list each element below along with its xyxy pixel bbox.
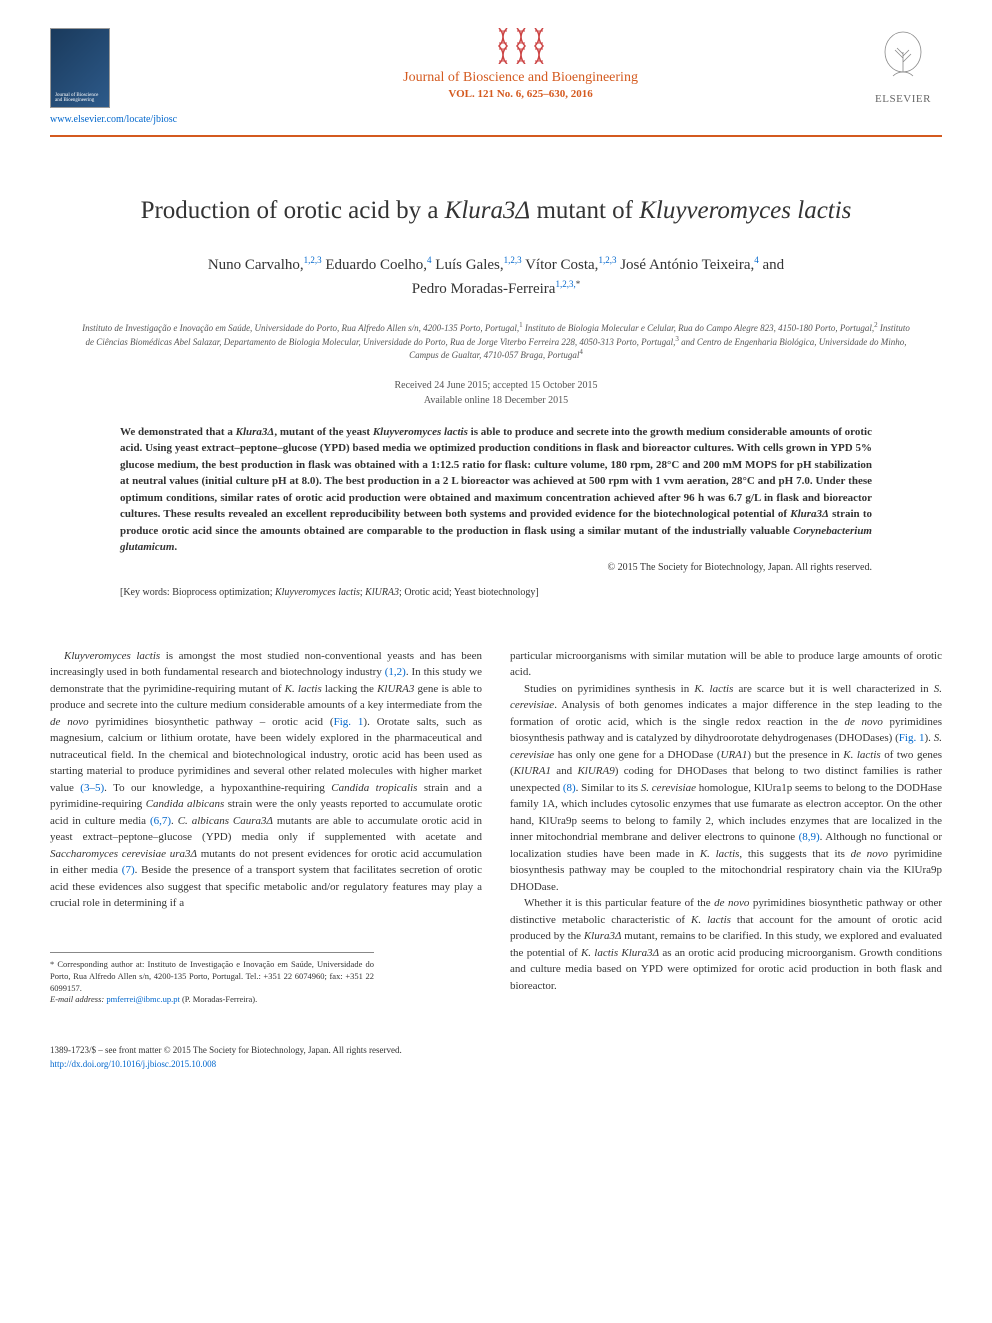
ref-link[interactable]: (1,2)	[385, 666, 406, 678]
body-para-r3: Whether it is this particular feature of…	[510, 895, 942, 994]
article-dates: Received 24 June 2015; accepted 15 Octob…	[50, 378, 942, 408]
journal-name: Journal of Bioscience and Bioengineering	[197, 70, 844, 86]
body-para-r2: Studies on pyrimidines synthesis in K. l…	[510, 681, 942, 896]
email-link[interactable]: pmferrei@ibmc.up.pt	[106, 994, 179, 1004]
page-footer: 1389-1723/$ – see front matter © 2015 Th…	[50, 1036, 942, 1071]
elsevier-tree-icon	[875, 28, 931, 84]
journal-cover-image: Journal of Bioscience and Bioengineering	[50, 28, 110, 108]
body-column-left: Kluyveromyces lactis is amongst the most…	[50, 648, 482, 1007]
journal-volume: VOL. 121 No. 6, 625–630, 2016	[197, 88, 844, 100]
body-column-right: particular microorganisms with similar m…	[510, 648, 942, 1007]
footer-copyright: 1389-1723/$ – see front matter © 2015 Th…	[50, 1044, 942, 1058]
body-para-r1: particular microorganisms with similar m…	[510, 648, 942, 681]
center-header: Journal of Bioscience and Bioengineering…	[177, 28, 864, 100]
fig-link[interactable]: Fig. 1	[334, 716, 364, 728]
affiliations: Instituto de Investigação e Inovação em …	[50, 321, 942, 362]
authors-list: Nuno Carvalho,1,2,3 Eduardo Coelho,4 Luí…	[50, 253, 942, 301]
fig-link[interactable]: Fig. 1	[899, 732, 925, 744]
dna-icon	[497, 28, 545, 64]
ref-link[interactable]: (3–5)	[80, 782, 104, 794]
corresponding-author: * Corresponding author at: Instituto de …	[50, 952, 374, 1007]
ref-link[interactable]: (7)	[122, 864, 135, 876]
article-title: Production of orotic acid by a Klura3Δ m…	[50, 197, 942, 225]
keywords: [Key words: Bioprocess optimization; Klu…	[50, 587, 942, 598]
locate-link[interactable]: www.elsevier.com/locate/jbiosc	[50, 114, 177, 125]
ref-link[interactable]: (8)	[563, 782, 576, 794]
online-date: Available online 18 December 2015	[50, 393, 942, 408]
orange-divider	[50, 135, 942, 137]
publisher-block: ELSEVIER	[864, 28, 942, 105]
doi-link[interactable]: http://dx.doi.org/10.1016/j.jbiosc.2015.…	[50, 1059, 216, 1069]
page-header: Journal of Bioscience and Bioengineering…	[50, 28, 942, 125]
abstract: We demonstrated that a Klura3Δ, mutant o…	[50, 424, 942, 556]
publisher-name: ELSEVIER	[864, 93, 942, 105]
received-date: Received 24 June 2015; accepted 15 Octob…	[50, 378, 942, 393]
ref-link[interactable]: (6,7)	[150, 815, 171, 827]
body-para-1: Kluyveromyces lactis is amongst the most…	[50, 648, 482, 912]
journal-cover-block: Journal of Bioscience and Bioengineering…	[50, 28, 177, 125]
journal-cover-text: Journal of Bioscience and Bioengineering	[51, 29, 109, 107]
copyright-notice: © 2015 The Society for Biotechnology, Ja…	[50, 562, 942, 573]
body-text: Kluyveromyces lactis is amongst the most…	[50, 648, 942, 1007]
ref-link[interactable]: (8,9)	[799, 831, 820, 843]
